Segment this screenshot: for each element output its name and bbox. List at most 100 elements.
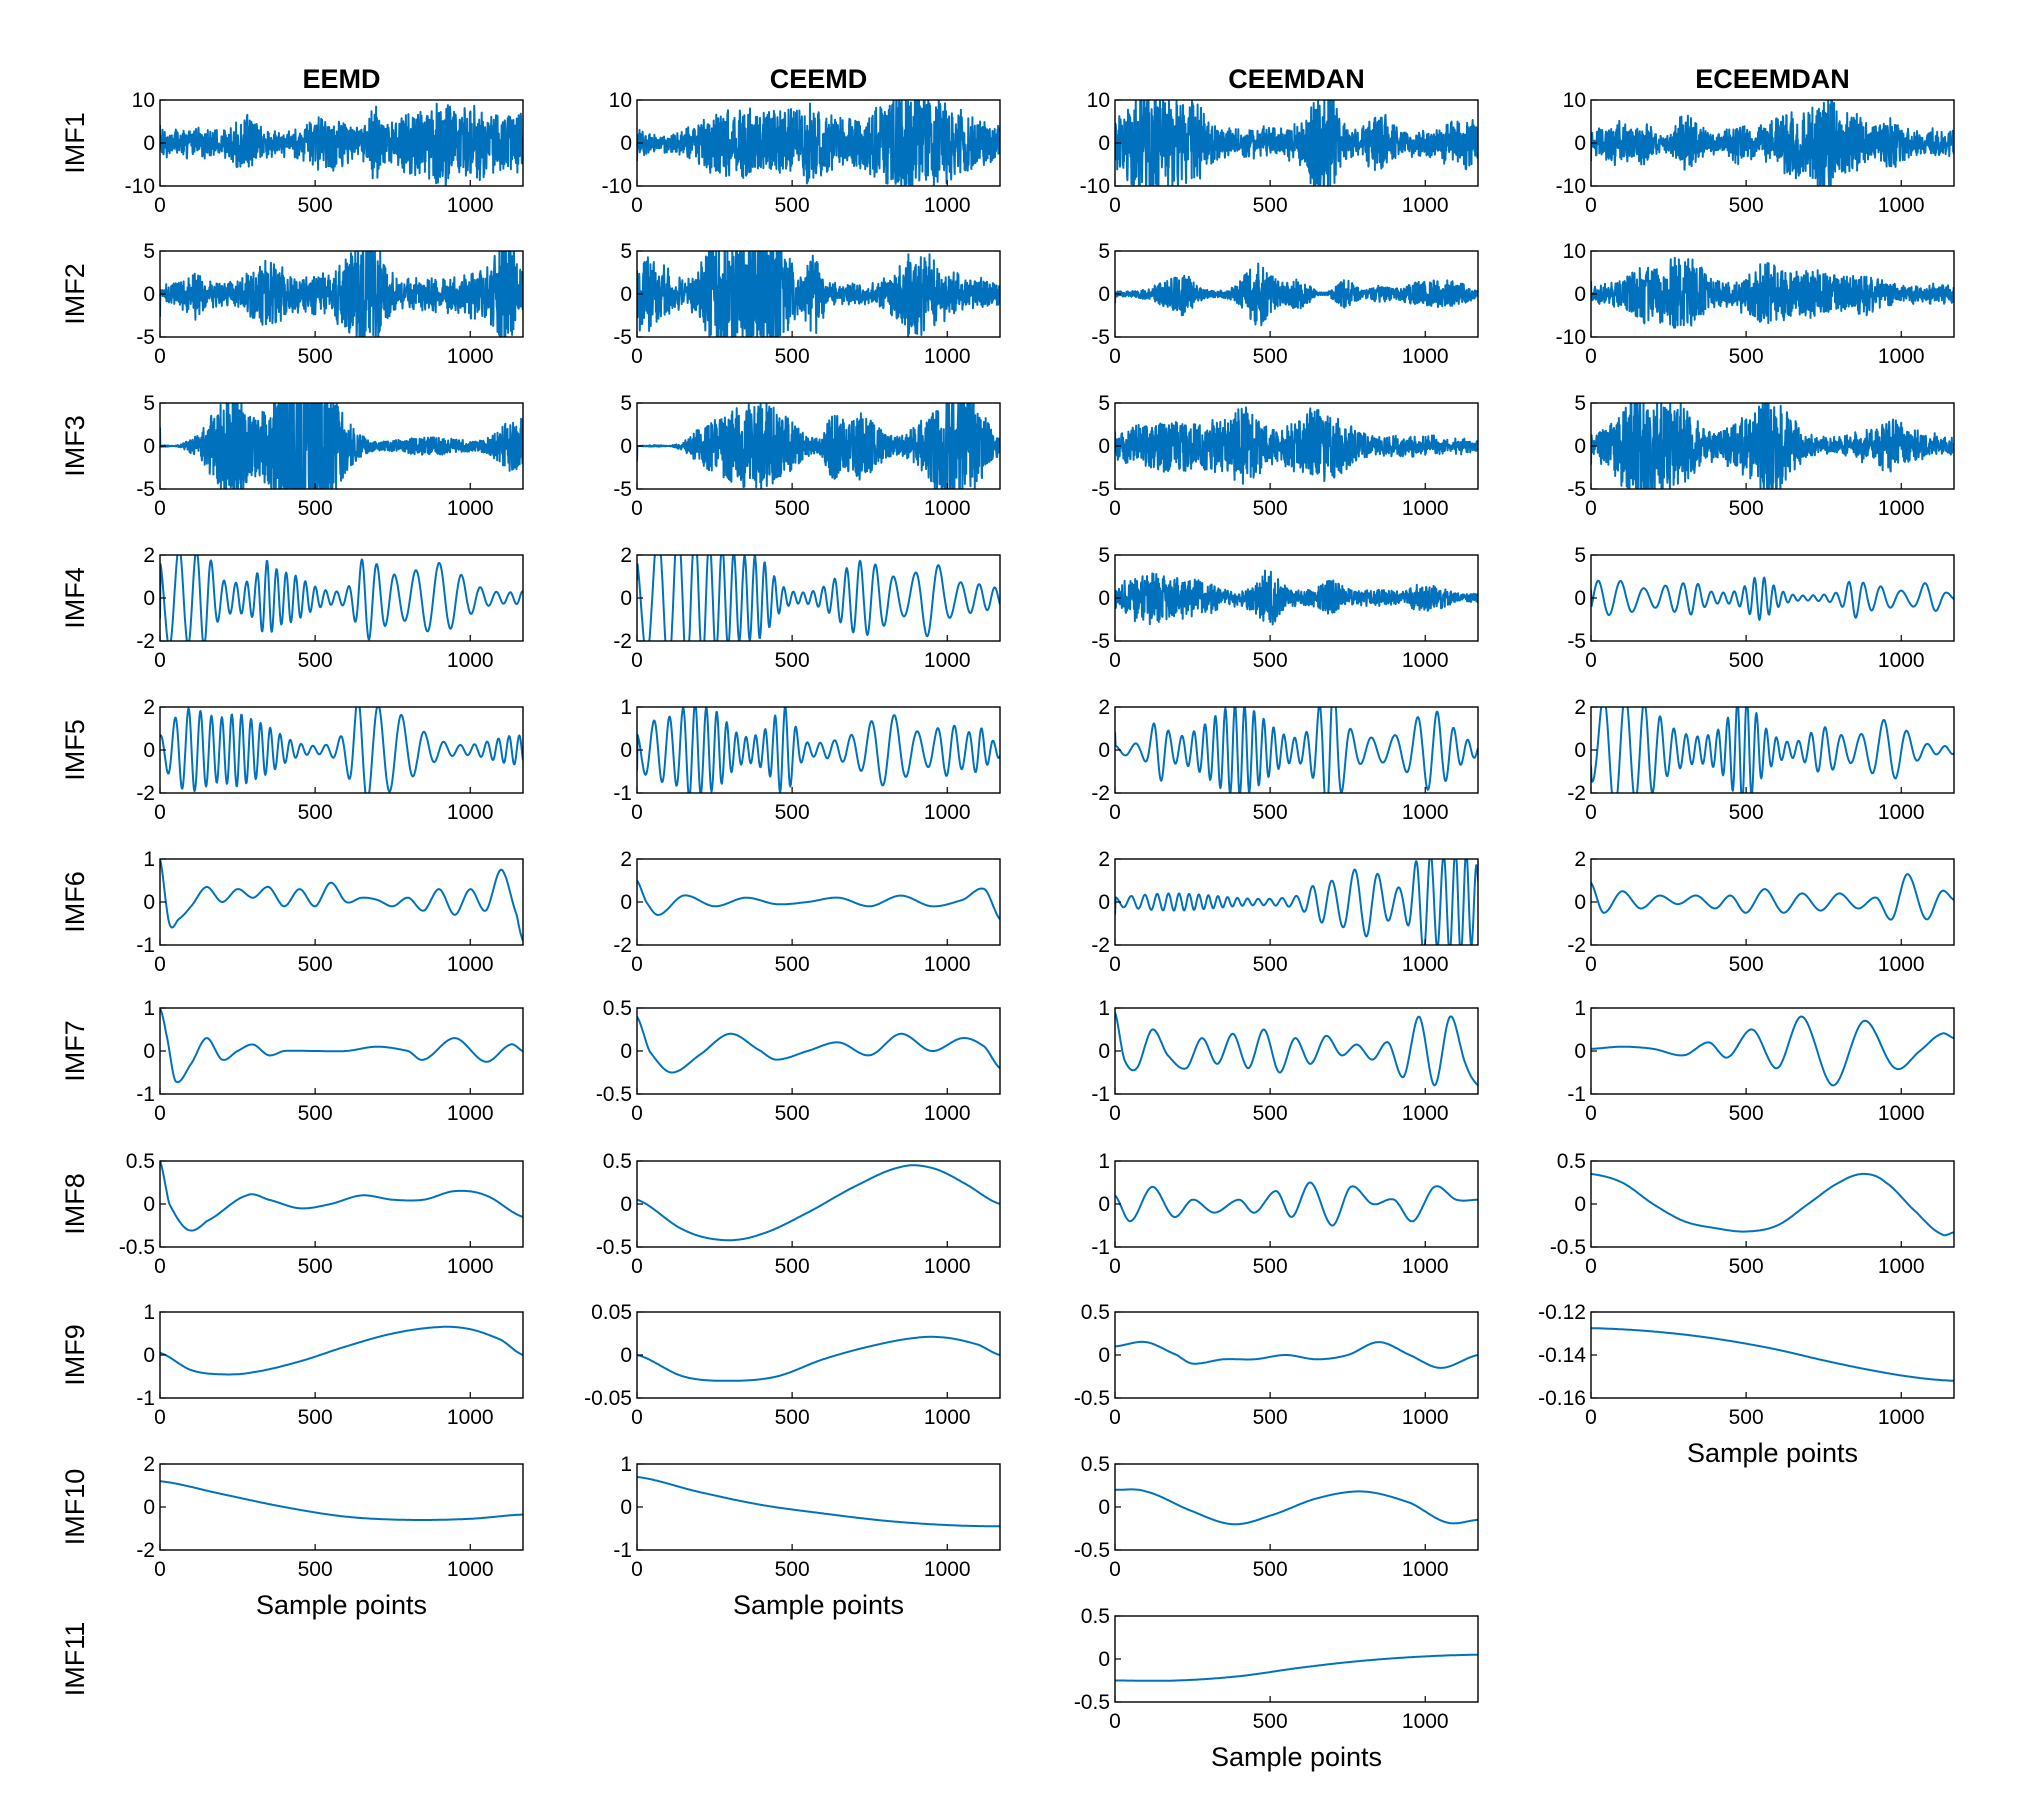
- x-tick-label: 1000: [1878, 1255, 1925, 1278]
- y-tick-label: 5: [1098, 240, 1110, 263]
- x-tick-label: 500: [775, 497, 810, 520]
- y-tick-label: -2: [1567, 934, 1586, 957]
- x-tick-label: 1000: [1402, 1102, 1449, 1125]
- x-tick-label: 0: [1585, 1102, 1597, 1125]
- x-tick-label: 0: [1109, 953, 1121, 976]
- series-line-eemd-imf9: [160, 1325, 523, 1376]
- y-tick-label: 2: [143, 696, 155, 719]
- y-tick-label: 0.05: [591, 1301, 632, 1324]
- column-title-eemd: EEMD: [302, 64, 380, 94]
- y-tick-label: 0: [620, 1040, 632, 1063]
- series-line-ceemd-imf9: [637, 1335, 1000, 1382]
- x-tick-label: 0: [631, 1406, 643, 1429]
- series-line-ceemd-imf5: [637, 707, 1000, 793]
- y-tick-label: -0.5: [1550, 1236, 1586, 1259]
- y-tick-label: -5: [613, 326, 632, 349]
- x-tick-label: 1000: [924, 1102, 971, 1125]
- series-line-ceemd-imf6: [637, 879, 1000, 920]
- panel-ceemd-imf8: -0.500.50 500 1000: [596, 1150, 1001, 1278]
- y-tick-label: 0: [143, 435, 155, 458]
- y-tick-label: -0.5: [1074, 1539, 1110, 1562]
- axes-frame: [159, 1160, 524, 1248]
- series-line-eceemdan-imf6: [1591, 873, 1954, 921]
- x-tick-label: 0: [1109, 345, 1121, 368]
- y-tick-label: 0: [620, 1344, 632, 1367]
- series-line-ceemdan-imf11: [1115, 1653, 1478, 1682]
- y-tick-label: 0: [620, 1193, 632, 1216]
- x-tick-label: 0: [1585, 194, 1597, 217]
- x-tick-label: 500: [1253, 1255, 1288, 1278]
- y-tick-label: 0.5: [603, 1150, 632, 1173]
- y-tick-label: 0: [143, 1344, 155, 1367]
- y-tick-label: -2: [1091, 782, 1110, 805]
- y-tick-label: -2: [613, 934, 632, 957]
- x-tick-label: 500: [298, 953, 333, 976]
- x-tick-label: 500: [1729, 194, 1764, 217]
- x-tick-label: 0: [1585, 345, 1597, 368]
- y-tick-label: 0.5: [1557, 1150, 1586, 1173]
- y-tick-label: 0: [1574, 587, 1586, 610]
- y-tick-label: -2: [136, 1539, 155, 1562]
- series-line-eemd-imf10: [160, 1480, 523, 1521]
- y-tick-label: 1: [620, 1453, 632, 1476]
- y-tick-label: -5: [1567, 630, 1586, 653]
- y-tick-label: -0.05: [584, 1387, 632, 1410]
- x-tick-label: 500: [1253, 649, 1288, 672]
- y-tick-label: -1: [1091, 1236, 1110, 1259]
- row-label-imf9: IMF9: [60, 1324, 90, 1386]
- y-tick-label: 0: [620, 283, 632, 306]
- axes-frame: [1590, 554, 1955, 642]
- y-tick-label: -1: [1567, 1083, 1586, 1106]
- x-tick-label: 500: [1729, 497, 1764, 520]
- x-tick-label: 1000: [1402, 1255, 1449, 1278]
- x-tick-label: 0: [1585, 649, 1597, 672]
- y-tick-label: 2: [1098, 848, 1110, 871]
- x-tick-label: 1000: [924, 649, 971, 672]
- y-tick-label: 0: [1098, 587, 1110, 610]
- x-tick-label: 1000: [1878, 1102, 1925, 1125]
- y-tick-label: 1: [1098, 1150, 1110, 1173]
- y-tick-label: -0.5: [119, 1236, 155, 1259]
- series-line-ceemdan-imf3: [1115, 406, 1478, 485]
- y-tick-label: 0: [620, 132, 632, 155]
- x-tick-label: 1000: [924, 1558, 971, 1581]
- y-tick-label: -10: [602, 175, 632, 198]
- y-tick-label: 1: [143, 997, 155, 1020]
- y-tick-label: 0.5: [126, 1150, 155, 1173]
- x-tick-label: 1000: [924, 1406, 971, 1429]
- y-tick-label: 10: [1563, 89, 1586, 112]
- y-tick-label: -0.12: [1538, 1301, 1586, 1324]
- x-tick-label: 1000: [1402, 345, 1449, 368]
- axes-frame: [1114, 1463, 1479, 1551]
- y-tick-label: 0: [1098, 1040, 1110, 1063]
- y-tick-label: 0: [1574, 132, 1586, 155]
- y-tick-label: 1: [1098, 997, 1110, 1020]
- panel-ceemdan-imf11: -0.500.50 500 1000: [1074, 1605, 1479, 1733]
- series-line-ceemd-imf2: [637, 251, 1000, 337]
- y-tick-label: 0: [143, 1496, 155, 1519]
- x-tick-label: 1000: [1878, 649, 1925, 672]
- y-tick-label: 2: [143, 1453, 155, 1476]
- y-tick-label: 0: [1574, 891, 1586, 914]
- x-tick-label: 0: [631, 953, 643, 976]
- y-tick-label: -2: [1091, 934, 1110, 957]
- series-line-eemd-imf4: [160, 555, 523, 641]
- x-tick-label: 0: [1585, 1255, 1597, 1278]
- x-tick-label: 0: [1109, 1406, 1121, 1429]
- y-tick-label: 1: [143, 848, 155, 871]
- x-tick-label: 1000: [447, 1406, 494, 1429]
- x-axis-label: Sample points: [1687, 1438, 1858, 1468]
- y-tick-label: 0: [143, 1193, 155, 1216]
- x-tick-label: 0: [1585, 497, 1597, 520]
- y-tick-label: -0.5: [1074, 1691, 1110, 1714]
- panel-ceemdan-imf10: -0.500.50 500 1000: [1074, 1453, 1479, 1581]
